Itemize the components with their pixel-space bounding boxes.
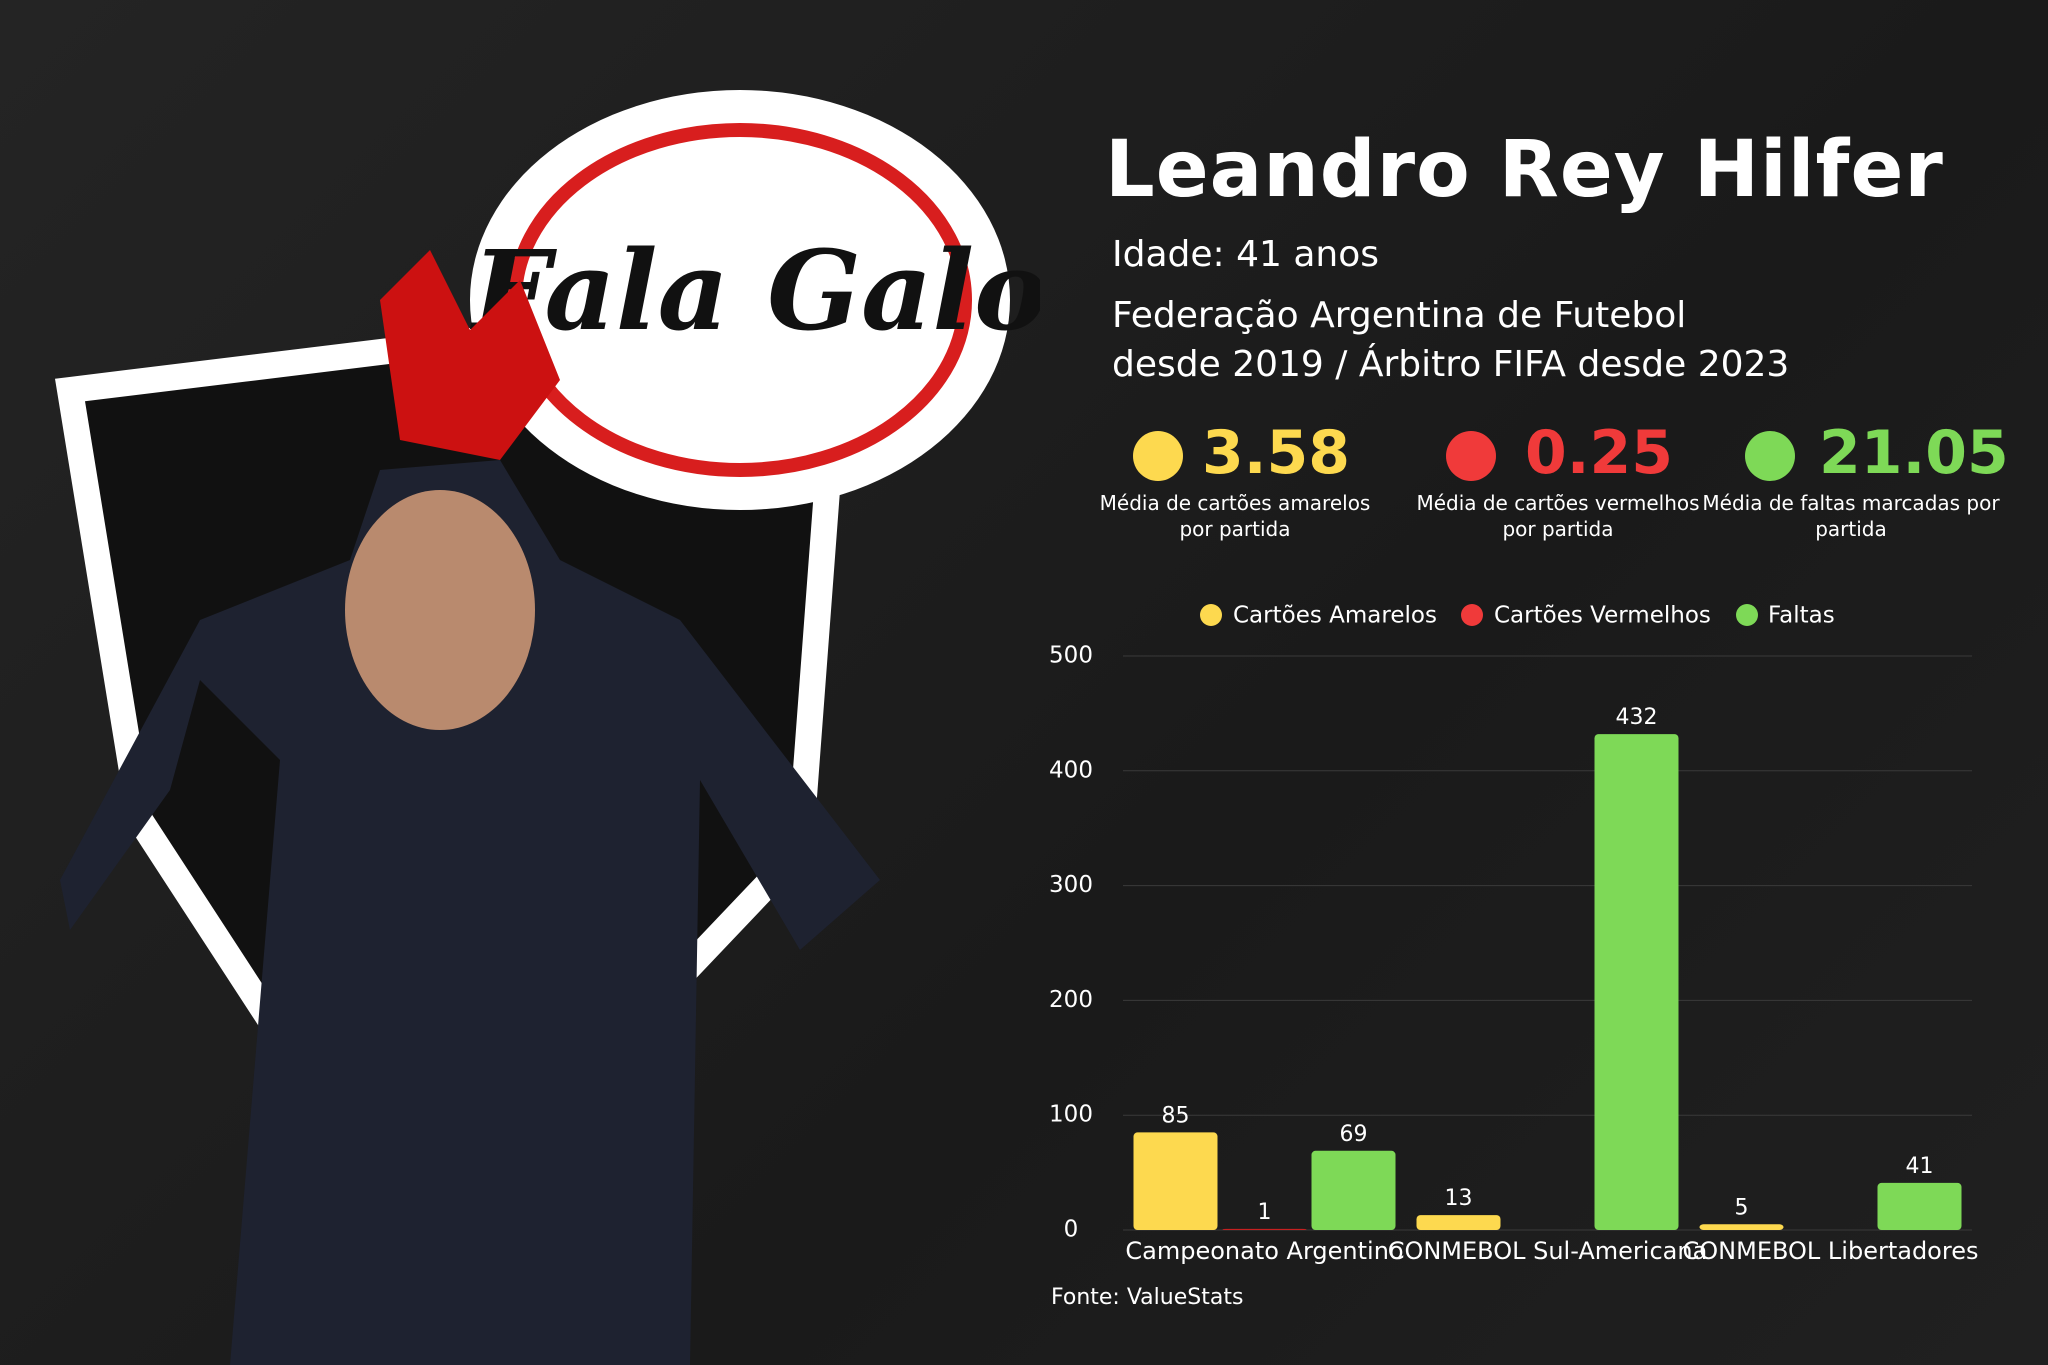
stat-dot	[1133, 431, 1183, 481]
age: Idade: 41 anos	[1112, 234, 1380, 275]
x-tick-label: CONMEBOL Sul-Americana	[1388, 1237, 1708, 1265]
x-tick-label: CONMEBOL Libertadores	[1683, 1237, 1979, 1265]
logo-art: Fala Galo	[54, 90, 1040, 1365]
stat-caption: Média de cartões vermelhos por partida	[1416, 491, 1700, 541]
data-label: 85	[1162, 1103, 1190, 1128]
y-tick-label: 100	[1049, 1102, 1093, 1128]
legend-label: Cartões Amarelos	[1233, 603, 1437, 629]
bar	[1877, 1182, 1962, 1230]
data-label: 41	[1906, 1154, 1934, 1179]
stat-caption: Média de cartões amarelos por partida	[1099, 491, 1371, 541]
stat-value: 0.25	[1525, 418, 1674, 488]
chart: 0 100 200 300 400 500 Cartões Amarelos Cartões …	[1049, 603, 1979, 1311]
crest	[380, 250, 560, 460]
stat-value: 3.58	[1202, 418, 1351, 488]
data-label: 13	[1445, 1186, 1473, 1211]
data-label: 1	[1258, 1200, 1272, 1225]
data-label: 69	[1340, 1122, 1368, 1147]
referee	[60, 460, 880, 1365]
stat-dot	[1745, 431, 1795, 481]
data-label: 432	[1616, 705, 1658, 730]
source: Fonte: ValueStats	[1051, 1285, 1243, 1310]
bar	[1416, 1215, 1501, 1230]
legend-dot	[1200, 604, 1222, 626]
logo-text: Fala Galo	[469, 226, 1040, 355]
stat-dot	[1446, 431, 1496, 481]
referee-head	[345, 490, 535, 730]
bio-line: desde 2019 / Árbitro FIFA desde 2023	[1112, 344, 1790, 385]
title: Leandro Rey Hilfer	[1105, 125, 1944, 215]
bar	[1699, 1224, 1784, 1230]
x-tick-label: Campeonato Argentino	[1125, 1237, 1403, 1265]
stat-caption: Média de faltas marcadas por partida	[1702, 491, 2000, 541]
bio-line: Federação Argentina de Futebol	[1112, 295, 1687, 336]
legend-dot	[1461, 604, 1483, 626]
bar	[1311, 1150, 1396, 1230]
legend-label: Faltas	[1768, 603, 1835, 629]
y-tick-label: 200	[1049, 987, 1093, 1013]
bar	[1594, 734, 1679, 1230]
speech-bubble	[470, 90, 1010, 510]
y-tick-label: 500	[1049, 643, 1093, 669]
bar	[1222, 1228, 1307, 1230]
y-tick-label: 400	[1049, 757, 1093, 783]
stat-value: 21.05	[1819, 418, 2009, 488]
y-tick-label: 300	[1049, 872, 1093, 898]
bar	[1133, 1132, 1218, 1230]
data-label: 5	[1735, 1195, 1749, 1220]
legend-label: Cartões Vermelhos	[1494, 603, 1711, 629]
y-tick-label: 0	[1064, 1217, 1079, 1243]
legend-dot	[1736, 604, 1758, 626]
